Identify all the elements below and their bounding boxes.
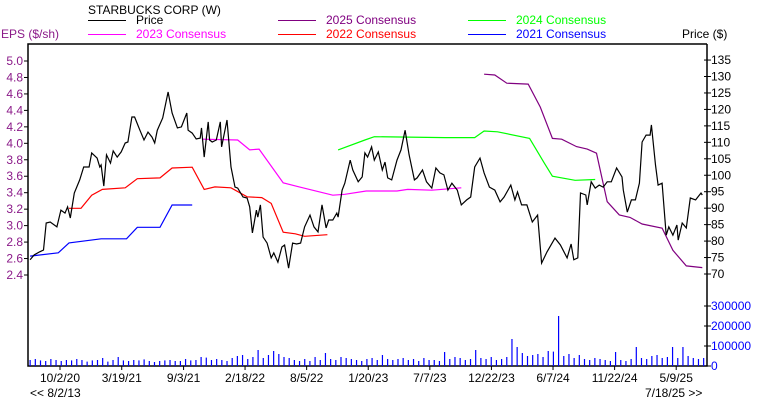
price-tick-label: 110 [711,135,730,149]
price-tick-label: 95 [711,185,725,199]
eps-tick-label: 2.8 [6,235,23,249]
x-tick-label: 7/7/23 [413,371,447,385]
eps-tick-label: 3.4 [6,186,23,200]
date-range-start[interactable]: << 8/2/13 [30,386,81,400]
eps-tick-label: 3.0 [6,219,23,233]
chart-title: STARBUCKS CORP (W) [88,3,221,17]
eps-tick-label: 2.4 [6,268,23,282]
price-tick-label: 135 [711,53,731,67]
legend-label-c2022: 2022 Consensus [326,27,417,41]
price-tick-label: 90 [711,201,725,215]
x-tick-label: 9/3/21 [167,371,201,385]
consensus-2024-line [337,130,596,181]
legend-swatch-price [88,20,126,21]
price-tick-label: 70 [711,267,725,281]
legend-swatch-c2024 [468,20,506,21]
eps-tick-label: 3.6 [6,169,23,183]
volume-tick-label: 100000 [711,339,751,353]
x-tick-label: 3/19/21 [102,371,142,385]
price-line [29,91,703,269]
price-tick-label: 80 [711,234,725,248]
legend-label-price: Price [136,13,164,27]
legend-label-c2025: 2025 Consensus [326,13,417,27]
price-tick-label: 130 [711,70,731,84]
x-tick-label: 2/18/22 [225,371,265,385]
price-tick-label: 100 [711,168,731,182]
legend-swatch-c2021 [468,34,506,35]
price-tick-label: 125 [711,86,731,100]
x-tick-label: 1/20/23 [348,371,388,385]
legend-label-c2021: 2021 Consensus [516,27,607,41]
eps-tick-label: 4.4 [6,103,23,117]
price-tick-label: 120 [711,102,731,116]
price-tick-label: 105 [711,152,731,166]
date-range-end[interactable]: 7/18/25 >> [645,386,703,400]
plot-frame [27,43,708,367]
consensus-2023-line [202,138,462,196]
legend-swatch-c2023 [88,34,126,35]
volume-tick-label: 300000 [711,299,751,313]
price-tick-label: 85 [711,218,725,232]
x-tick-label: 10/2/20 [40,371,80,385]
x-tick-label: 11/22/24 [592,371,638,385]
eps-tick-label: 2.6 [6,252,23,266]
legend-label-c2023: 2023 Consensus [136,27,227,41]
eps-tick-label: 5.0 [6,54,23,68]
eps-tick-label: 4.6 [6,87,23,101]
eps-tick-label: 4.2 [6,120,23,134]
legend-swatch-c2022 [278,34,316,35]
volume-tick-label: 0 [711,359,718,373]
consensus-2021-line [30,204,193,257]
volume-tick-label: 200000 [711,319,751,333]
x-tick-label: 12/22/23 [468,371,515,385]
x-tick-label: 6/7/24 [536,371,570,385]
consensus-2022-line [69,166,328,237]
eps-tick-label: 3.2 [6,202,23,216]
eps-tick-label: 3.8 [6,153,23,167]
legend-swatch-c2025 [278,20,316,21]
consensus-2025-line [484,73,703,269]
eps-tick-label: 4.0 [6,136,23,150]
price-axis-label: Price ($) [682,27,728,41]
x-tick-label: 8/5/22 [290,371,324,385]
x-tick-label: 5/9/25 [660,371,694,385]
price-tick-label: 115 [711,119,730,133]
legend-label-c2024: 2024 Consensus [516,13,607,27]
eps-axis-label: EPS ($/sh) [1,27,60,41]
eps-tick-label: 4.8 [6,70,23,84]
price-tick-label: 75 [711,251,725,265]
